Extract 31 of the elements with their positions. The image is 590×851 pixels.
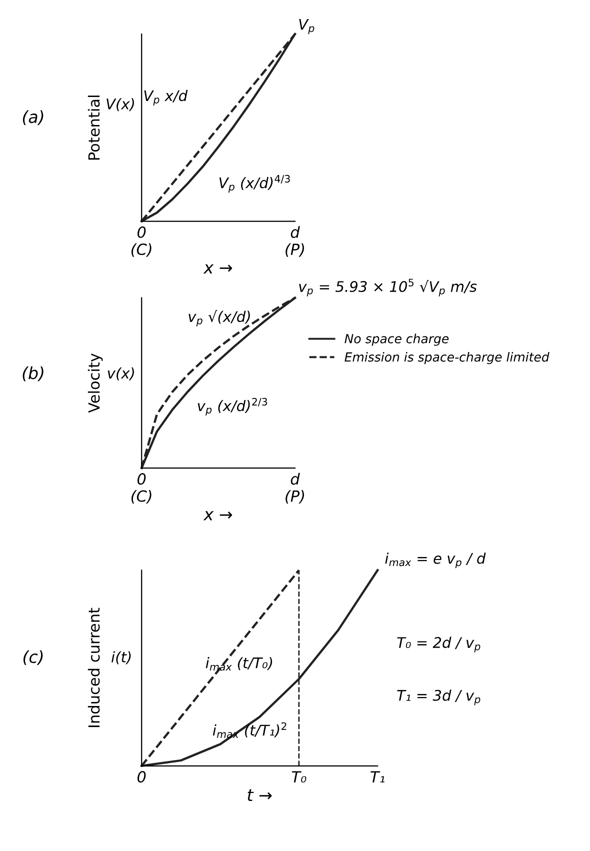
x-axis-title: x → [203, 511, 232, 520]
annotation: V$_{p}$ (x/d)$^{4/3}$ [219, 174, 290, 193]
x-tick-label: 0 [138, 771, 146, 783]
annotation: V$_{p}$ x/d [144, 90, 188, 106]
text: (b) [22, 366, 44, 382]
x-tick-label: T₁ [370, 771, 385, 782]
text: (c) [23, 650, 43, 666]
y-axis-title: Induced current [88, 608, 100, 728]
x-tick-label: d (P) [286, 472, 304, 504]
y-axis-title: Velocity [88, 353, 103, 413]
legend-label: Emission is space-charge limited [344, 352, 550, 364]
text: T₀ = 2d / v$_{p}$ [397, 636, 480, 652]
text: T₁ = 3d / v$_{p}$ [397, 690, 480, 706]
text: V(x) [106, 98, 134, 112]
text: (a) [22, 110, 44, 126]
x-axis-title: t → [248, 789, 272, 801]
x-axis-title: x → [203, 264, 232, 274]
annotation: v$_{p}$ (x/d)$^{2/3}$ [198, 398, 268, 416]
text: v(x) [108, 367, 134, 380]
x-tick-label: 0 (C) [131, 226, 152, 257]
text: V$_{p}$ [299, 18, 314, 34]
x-tick-label: 0 (C) [131, 473, 152, 504]
x-tick-label: d (P) [286, 226, 304, 257]
text: i$_{max}$ = e v$_{p}$ / d [385, 552, 486, 568]
annotation: v$_{p}$ √(x/d) [188, 310, 250, 326]
legend-label: No space charge [344, 334, 449, 346]
x-tick-label: T₀ [292, 771, 306, 783]
y-axis-title: Potential [88, 96, 100, 160]
annotation: i$_{max}$ (t/T₀) [206, 657, 272, 671]
text: i(t) [112, 651, 131, 664]
text: v$_{p}$ = 5.93 × 10$^{5}$ √V$_{p}$ m/s [299, 278, 477, 296]
